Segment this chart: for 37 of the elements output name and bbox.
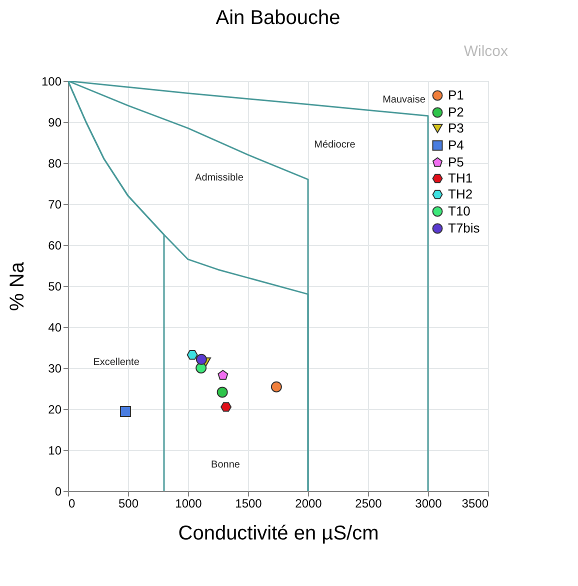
legend-label: P2 (448, 104, 464, 120)
y-tick-label: 50 (48, 280, 62, 294)
x-tick-label: 1500 (235, 496, 262, 510)
annotation: Bonne (211, 459, 240, 470)
y-tick-label: 40 (48, 320, 62, 334)
y-tick-label: 100 (41, 74, 62, 88)
legend-label: P4 (448, 138, 464, 152)
x-tick-label: 0 (68, 496, 76, 510)
legend-label: P3 (448, 120, 464, 136)
legend-label: P5 (448, 154, 464, 170)
x-tick-label: 1000 (175, 496, 202, 510)
x-tick-label: 2500 (355, 496, 382, 510)
y-tick-label: 70 (48, 198, 62, 212)
y-axis-title: % Na (6, 261, 28, 311)
chart-title: Ain Babouche (216, 7, 340, 29)
legend-label: P1 (448, 88, 464, 102)
legend-label: T7bis (448, 220, 480, 236)
y-tick-label: 30 (48, 362, 62, 376)
y-tick-label: 90 (48, 116, 62, 130)
x-tick-label: 2000 (295, 496, 322, 510)
x-tick-label: 3000 (415, 496, 442, 510)
y-tick-label: 80 (48, 156, 62, 170)
legend-label: TH1 (448, 170, 473, 186)
x-tick-label: 3500 (462, 496, 489, 510)
x-axis-title: Conductivité en µS/cm (178, 522, 379, 544)
annotation: Médiocre (314, 140, 356, 151)
x-tick-label: 500 (118, 496, 139, 510)
legend-label: T10 (448, 204, 470, 218)
y-tick-label: 20 (48, 402, 62, 416)
y-tick-label: 60 (48, 238, 62, 252)
text: Wilcox (464, 43, 508, 60)
y-tick-label: 0 (54, 484, 62, 498)
annotation: Mauvaise (382, 94, 426, 106)
annotation: Excellente (93, 356, 140, 368)
annotation: Admissible (195, 172, 244, 184)
y-tick-label: 10 (48, 444, 62, 458)
legend-label: TH2 (448, 186, 473, 202)
